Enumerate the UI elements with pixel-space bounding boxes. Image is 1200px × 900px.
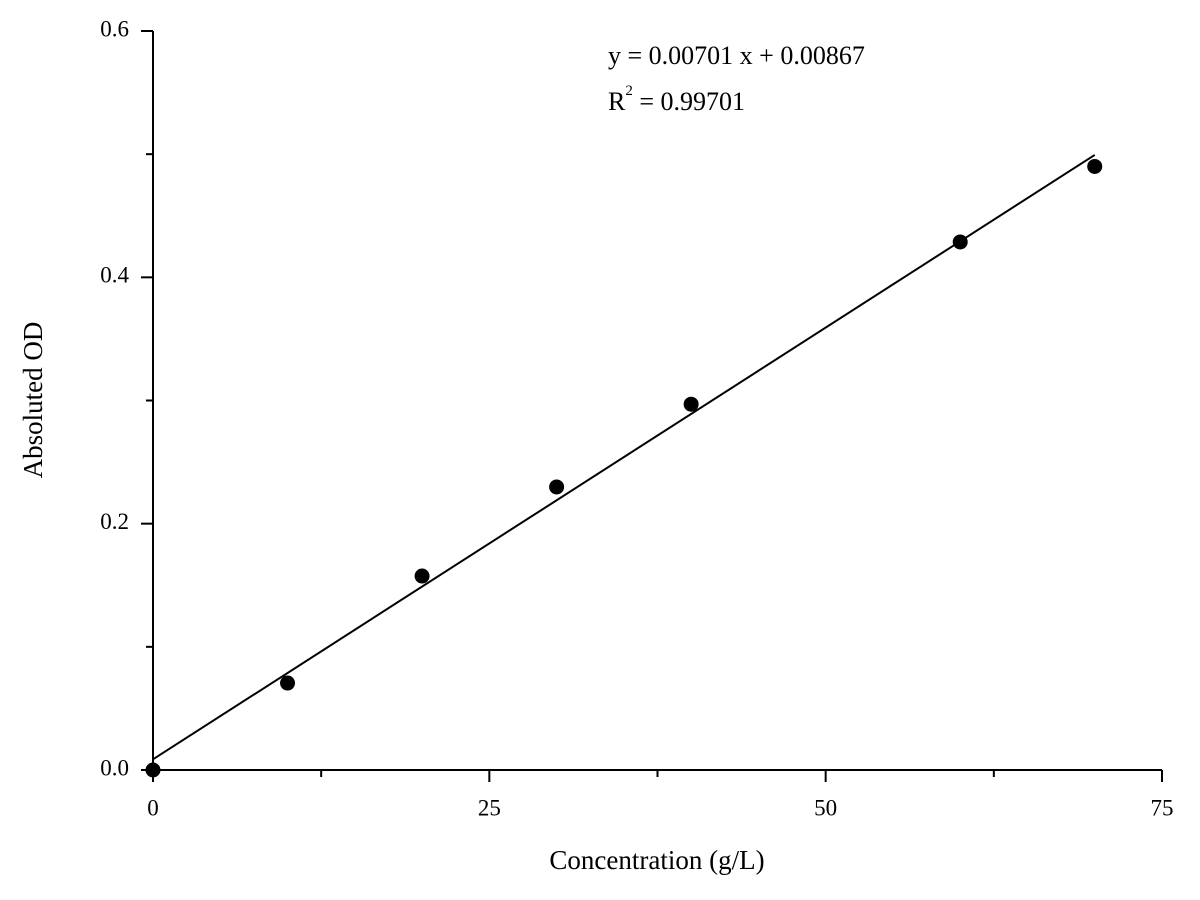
y-tick-label: 0.0: [100, 755, 129, 780]
r2-power: 2: [625, 83, 633, 99]
fit-line: [152, 154, 1096, 761]
fit-equation: y = 0.00701 x + 0.00867: [608, 41, 865, 70]
data-point: [1087, 158, 1103, 174]
x-tick-label: 0: [147, 795, 159, 820]
data-point: [280, 675, 296, 691]
data-point: [145, 762, 161, 778]
data-point: [683, 396, 699, 412]
x-tick-label: 25: [478, 795, 501, 820]
r2-symbol: R: [608, 87, 626, 116]
r-squared: R2 = 0.99701: [608, 83, 745, 116]
r2-text: = 0.99701: [633, 87, 745, 116]
y-axis-title: Absoluted OD: [18, 322, 48, 479]
x-tick-label: 75: [1151, 795, 1174, 820]
data-point: [549, 479, 565, 495]
y-tick-label: 0.6: [100, 16, 129, 41]
x-axis-title: Concentration (g/L): [549, 845, 764, 875]
y-tick-label: 0.4: [100, 263, 129, 288]
data-point: [952, 234, 968, 250]
x-tick-label: 50: [814, 795, 837, 820]
data-point: [414, 568, 430, 584]
y-tick-label: 0.2: [100, 509, 129, 534]
